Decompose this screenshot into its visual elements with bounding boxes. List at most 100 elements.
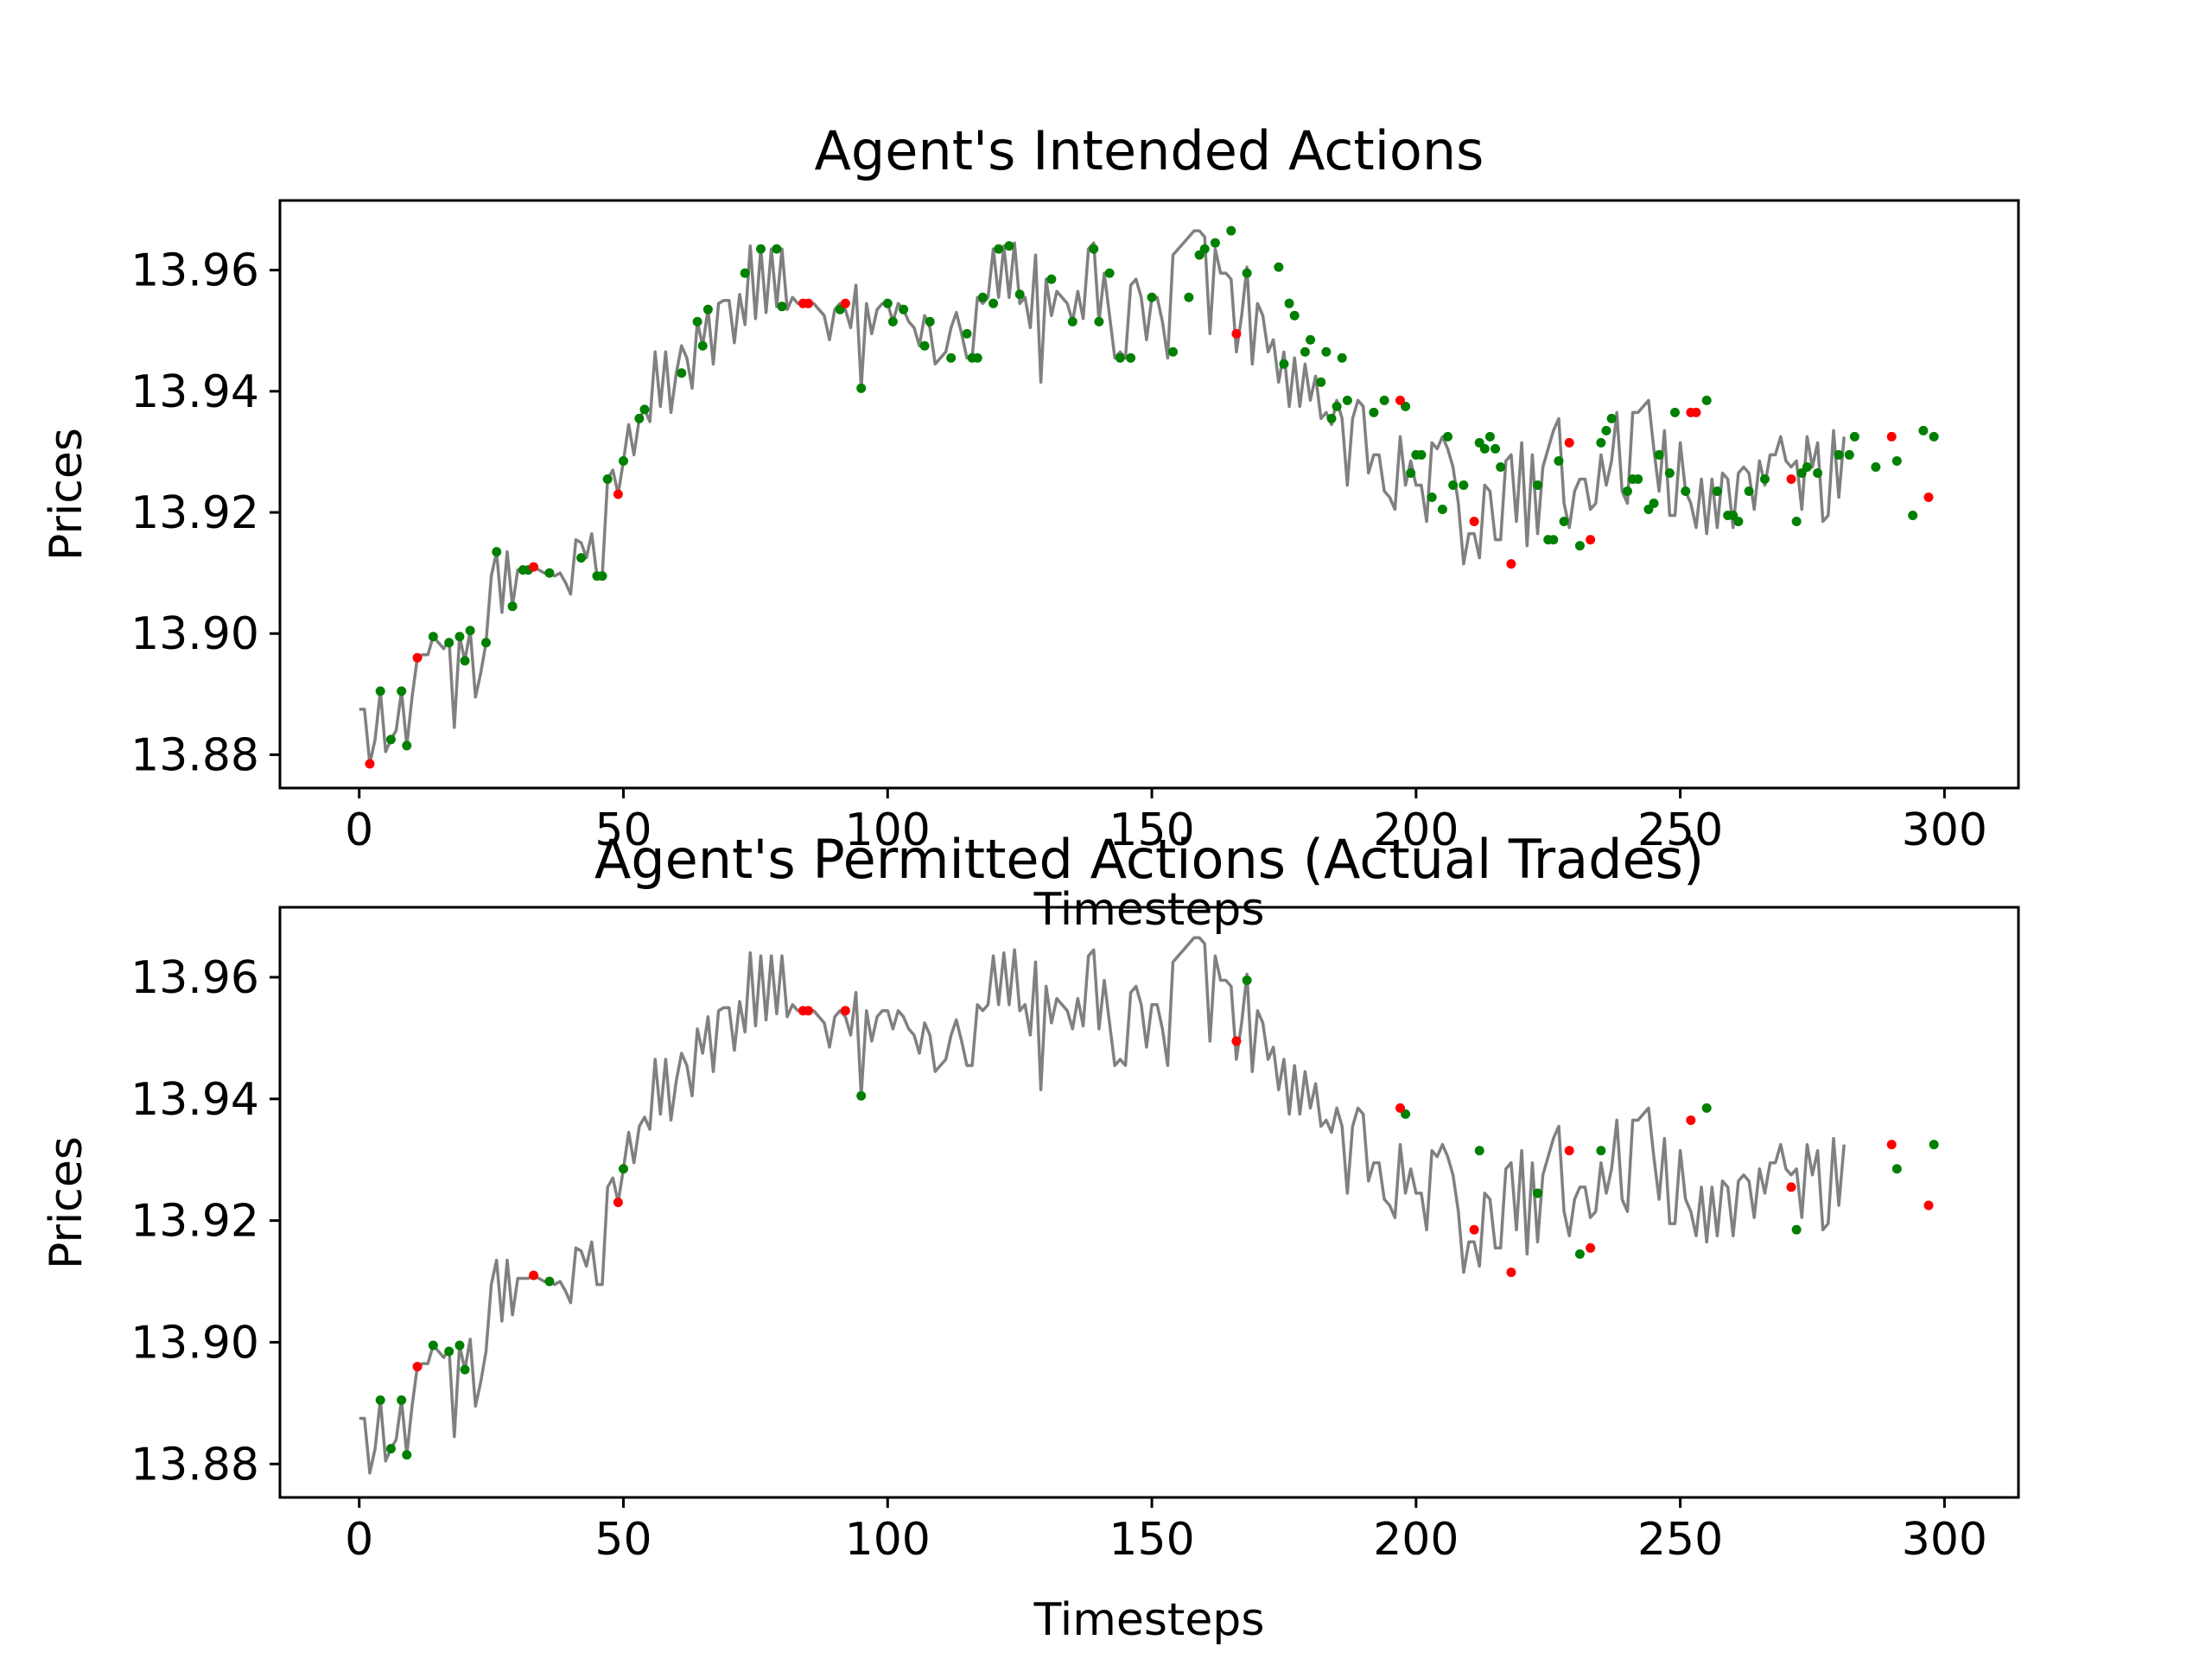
- intended-buy-marker: [1759, 474, 1770, 484]
- intended-buy-marker: [1664, 467, 1675, 478]
- intended-buy-marker: [946, 353, 957, 363]
- intended-x-tick-label: 50: [594, 804, 652, 856]
- intended-buy-marker: [402, 741, 412, 751]
- intended-buy-marker: [576, 553, 587, 563]
- intended-buy-marker: [882, 298, 893, 308]
- intended-buy-marker: [977, 292, 988, 302]
- intended-x-tick-label: 0: [345, 804, 373, 856]
- intended-buy-marker: [1813, 467, 1823, 478]
- intended-buy-marker: [1681, 486, 1691, 496]
- intended-buy-marker: [856, 383, 867, 393]
- permitted-x-tick-label: 100: [845, 1514, 931, 1566]
- permitted-y-tick-label: 13.90: [130, 1317, 259, 1369]
- intended-buy-marker: [1369, 407, 1379, 417]
- intended-buy-marker: [1199, 244, 1210, 254]
- intended-buy-marker: [634, 413, 645, 423]
- intended-buy-marker: [1289, 310, 1300, 321]
- intended-buy-marker: [1918, 425, 1929, 435]
- permitted-x-tick-label: 150: [1109, 1514, 1194, 1566]
- intended-buy-marker: [1115, 353, 1125, 363]
- intended-buy-marker: [988, 298, 999, 308]
- intended-buy-marker: [1484, 431, 1495, 442]
- intended-buy-marker: [1559, 517, 1569, 527]
- intended-buy-marker: [1791, 517, 1802, 527]
- intended-sell-marker: [1564, 437, 1574, 448]
- intended-buy-marker: [444, 638, 454, 648]
- permitted-sell-marker: [1231, 1036, 1242, 1046]
- permitted-sell-marker: [1586, 1243, 1596, 1253]
- intended-x-tick-label: 150: [1109, 804, 1194, 856]
- permitted-buy-marker: [1596, 1146, 1606, 1156]
- permitted-buy-marker: [397, 1395, 407, 1405]
- intended-buy-marker: [1089, 244, 1099, 254]
- permitted-x-tick-label: 300: [1902, 1514, 1987, 1566]
- intended-buy-marker: [1306, 334, 1316, 345]
- permitted-x-tick-label: 0: [345, 1514, 373, 1566]
- permitted-y-tick-label: 13.92: [130, 1196, 259, 1248]
- intended-buy-marker: [925, 316, 935, 327]
- intended-buy-marker: [597, 571, 607, 582]
- intended-buy-marker: [1046, 274, 1057, 284]
- intended-buy-marker: [756, 244, 766, 254]
- intended-sell-marker: [1586, 535, 1596, 545]
- intended-buy-marker: [702, 304, 713, 315]
- permitted-x-tick-label: 50: [594, 1514, 652, 1566]
- intended-buy-marker: [1606, 413, 1617, 423]
- intended-sell-marker: [1395, 395, 1405, 405]
- intended-y-tick-label: 13.94: [130, 366, 259, 418]
- intended-buy-marker: [772, 244, 782, 254]
- permitted-buy-marker: [1242, 975, 1252, 985]
- intended-buy-marker: [492, 547, 502, 557]
- intended-buy-marker: [1126, 353, 1136, 363]
- intended-buy-marker: [1459, 480, 1469, 490]
- intended-buy-marker: [1891, 455, 1902, 466]
- intended-buy-marker: [1104, 268, 1115, 278]
- intended-buy-marker: [1321, 346, 1332, 357]
- intended-buy-marker: [1337, 353, 1347, 363]
- intended-buy-marker: [1532, 480, 1542, 490]
- permitted-buy-marker: [454, 1340, 465, 1351]
- intended-buy-marker: [1300, 346, 1310, 357]
- intended-buy-marker: [1669, 407, 1680, 417]
- permitted-sell-marker: [1886, 1140, 1897, 1150]
- intended-buy-marker: [1443, 431, 1453, 442]
- intended-buy-marker: [1427, 493, 1437, 503]
- intended-buy-marker: [962, 328, 972, 339]
- intended-buy-marker: [1147, 292, 1157, 302]
- permitted-sell-marker: [613, 1198, 623, 1207]
- permitted-buy-marker: [375, 1395, 385, 1405]
- intended-buy-marker: [1554, 455, 1564, 466]
- intended-buy-marker: [887, 316, 898, 327]
- intended-buy-marker: [1849, 431, 1859, 442]
- intended-sell-marker: [804, 298, 814, 308]
- intended-chart-title: Agent's Intended Actions: [815, 119, 1484, 182]
- intended-buy-marker: [460, 656, 470, 666]
- permitted-actions-panel: 0 50 100 150 200 250 300 13.88 13.90 13.92 13.94 13…: [41, 828, 2020, 1646]
- permitted-sell-marker: [1686, 1115, 1696, 1125]
- permitted-buy-marker: [444, 1346, 454, 1357]
- intended-buy-marker: [1491, 443, 1501, 454]
- permitted-sell-marker: [1469, 1224, 1479, 1235]
- permitted-sell-marker: [1395, 1103, 1405, 1113]
- intended-buy-marker: [1601, 425, 1611, 435]
- permitted-sell-marker: [412, 1362, 423, 1372]
- intended-buy-marker: [777, 302, 787, 312]
- intended-sell-marker: [1923, 493, 1934, 503]
- intended-buy-marker: [639, 404, 650, 415]
- intended-sell-marker: [1231, 328, 1242, 339]
- intended-buy-marker: [692, 316, 702, 327]
- intended-buy-marker: [1649, 499, 1659, 509]
- permitted-y-tick-label: 13.88: [130, 1439, 259, 1491]
- permitted-x-tick-label: 200: [1373, 1514, 1459, 1566]
- intended-x-axis-label: Timesteps: [1033, 884, 1265, 936]
- permitted-axes-frame: [278, 906, 2020, 1499]
- intended-price-line: [359, 229, 1846, 766]
- permitted-sell-marker: [1506, 1267, 1516, 1277]
- intended-sell-marker: [1786, 474, 1796, 484]
- intended-buy-marker: [1332, 401, 1342, 411]
- intended-buy-marker: [1316, 377, 1326, 387]
- intended-buy-marker: [1274, 262, 1284, 272]
- intended-sell-marker: [840, 298, 850, 308]
- intended-sell-marker: [365, 759, 375, 769]
